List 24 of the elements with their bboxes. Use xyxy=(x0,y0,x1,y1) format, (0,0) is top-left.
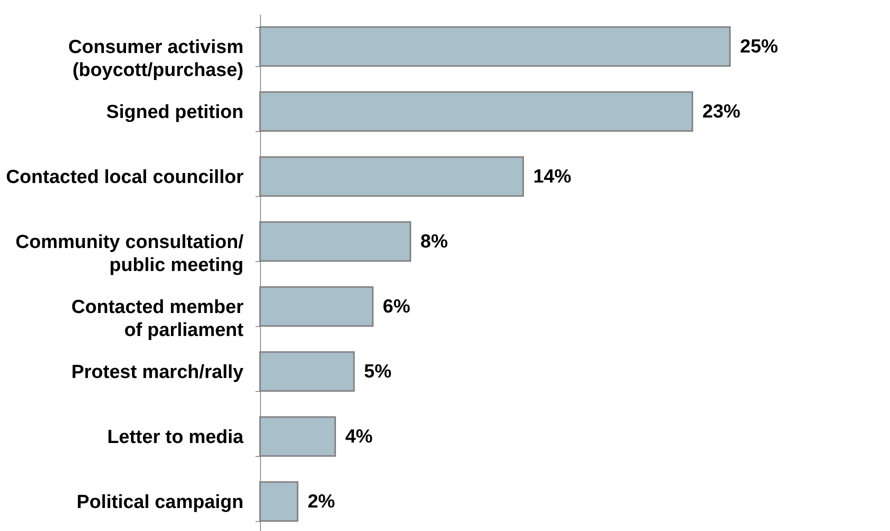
bar xyxy=(259,156,524,197)
data-label: 2% xyxy=(308,492,336,512)
bar xyxy=(259,416,336,457)
bar xyxy=(259,26,731,67)
data-label: 5% xyxy=(364,362,392,382)
y-tick-label: Letter to media xyxy=(107,427,244,448)
y-tick-label: Political campaign xyxy=(76,492,244,513)
data-label: 25% xyxy=(740,36,778,58)
y-tick-label: Contacted member of parliament xyxy=(71,297,244,341)
bar xyxy=(259,481,298,522)
y-tick-label: Consumer activism (boycott/purchase) xyxy=(68,37,244,81)
y-tick-label: Community consultation/ public meeting xyxy=(16,232,244,276)
y-tick-label: Protest march/rally xyxy=(71,362,244,383)
y-tick-label: Contacted local councillor xyxy=(6,167,244,188)
data-label: 8% xyxy=(420,232,448,252)
data-label: 4% xyxy=(345,426,373,448)
data-label: 6% xyxy=(382,296,410,318)
data-label: 23% xyxy=(702,102,741,122)
bar xyxy=(259,351,355,392)
data-label: 14% xyxy=(533,166,572,188)
bar xyxy=(259,286,374,327)
y-tick-label: Signed petition xyxy=(106,102,244,123)
bar xyxy=(259,91,694,132)
bar xyxy=(259,221,412,262)
